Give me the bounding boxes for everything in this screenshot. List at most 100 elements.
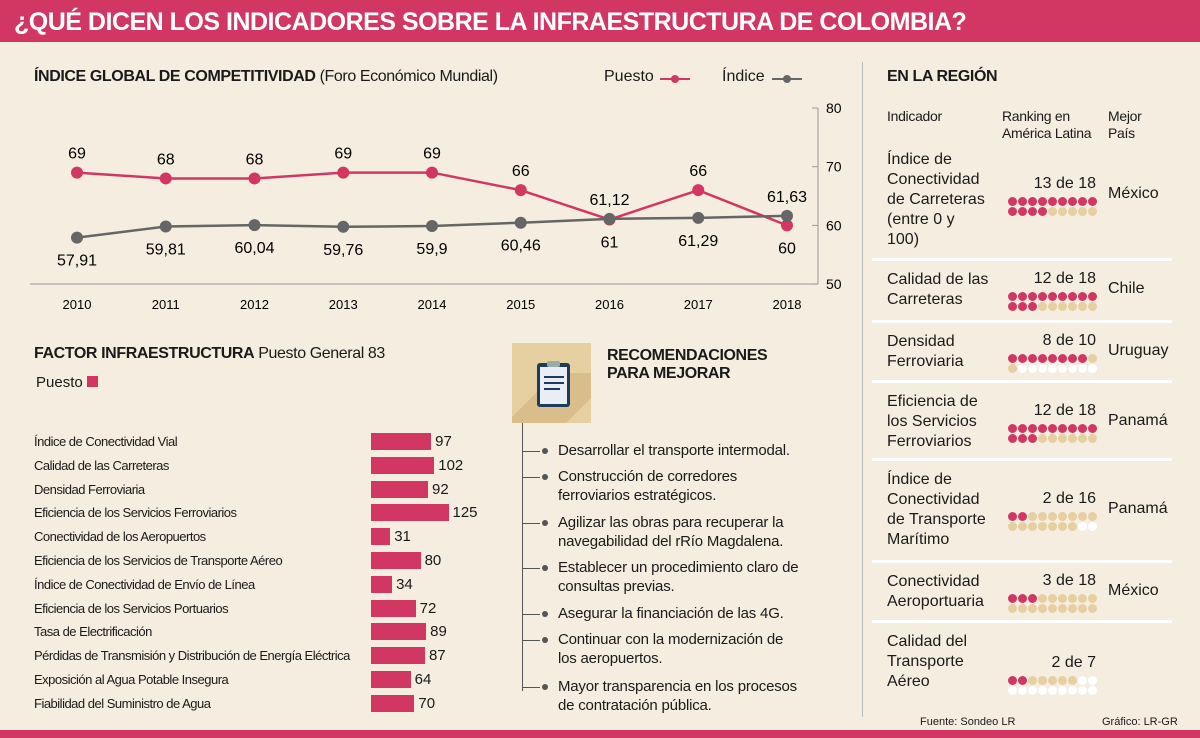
rank-dot bbox=[1018, 424, 1027, 433]
best-country: Chile bbox=[1108, 280, 1145, 297]
rec-line: Construcción de corredores bbox=[558, 468, 738, 485]
col-indicador: Indicador bbox=[887, 108, 942, 124]
bar bbox=[371, 623, 427, 641]
rank-dot bbox=[1068, 292, 1077, 301]
rank-dot bbox=[1048, 604, 1057, 613]
rank-dot bbox=[1068, 434, 1077, 443]
bar-label: Fiabilidad del Suministro de Agua bbox=[34, 695, 211, 711]
bar-value: 87 bbox=[428, 647, 446, 665]
rank-dot bbox=[1008, 676, 1017, 685]
rank-dot bbox=[1088, 364, 1097, 373]
x-tick-label: 2013 bbox=[329, 297, 358, 312]
bar-label: Eficiencia de los Servicios Portuarios bbox=[34, 600, 229, 616]
x-tick-label: 2011 bbox=[152, 297, 180, 312]
line-title: ÍNDICE GLOBAL DE COMPETITIVIDAD bbox=[34, 68, 316, 85]
rank-dot bbox=[1028, 434, 1037, 443]
bar-label: Conectividad de los Aeropuertos bbox=[34, 529, 206, 545]
indicator-line: Índice de bbox=[887, 151, 952, 168]
clipboard-icon bbox=[512, 343, 591, 423]
rank-dot bbox=[1028, 512, 1037, 521]
y-tick-label: 60 bbox=[826, 217, 842, 233]
bar bbox=[371, 647, 425, 665]
region-indicator: Índice de Conectividad de Carreteras (entre… bbox=[887, 150, 1002, 250]
bar-value: 70 bbox=[418, 694, 436, 712]
best-country: México bbox=[1108, 185, 1159, 202]
timeline-tick bbox=[522, 568, 540, 569]
data-point bbox=[426, 219, 438, 232]
data-point bbox=[514, 184, 527, 197]
rank-dot bbox=[1058, 292, 1067, 301]
recommendation-item: Continuar con la modernización de los aer… bbox=[558, 630, 858, 668]
region-rank: 2 de 7 bbox=[1051, 654, 1096, 671]
rank-dot bbox=[1038, 302, 1047, 311]
rank-dots bbox=[1008, 197, 1098, 216]
rank-dot bbox=[1078, 676, 1087, 685]
indicator-line: Índice de bbox=[887, 471, 952, 488]
rank-dot bbox=[1008, 424, 1017, 433]
divider bbox=[862, 62, 863, 717]
indicator-line: Calidad del bbox=[887, 633, 968, 650]
bar-value: 125 bbox=[452, 504, 478, 522]
rank-dot bbox=[1008, 354, 1017, 363]
data-point bbox=[71, 231, 83, 244]
data-point bbox=[514, 216, 527, 229]
y-tick-label: 50 bbox=[826, 276, 842, 292]
rank-dot bbox=[1048, 522, 1057, 531]
line-chart: 50 60 70 80 2010 2011 2012 2013 2014 2015 2016 2017… bbox=[30, 100, 842, 312]
row-separator bbox=[872, 458, 1172, 461]
indicator-line: Conectividad bbox=[887, 171, 980, 188]
indicator-line: Conectividad bbox=[887, 491, 980, 508]
data-point bbox=[248, 172, 261, 185]
rank-dot bbox=[1008, 197, 1017, 206]
rank-dots bbox=[1008, 424, 1098, 443]
indicator-line: Aeroportuaria bbox=[887, 593, 984, 610]
rank-dots bbox=[1008, 292, 1098, 311]
rank-dot bbox=[1018, 302, 1027, 311]
rank-dot bbox=[1048, 302, 1057, 311]
rank-dot bbox=[1058, 302, 1067, 311]
bullet-icon bbox=[542, 611, 548, 617]
rank-dot bbox=[1038, 354, 1047, 363]
x-tick-label: 2017 bbox=[684, 297, 713, 312]
best-country: Uruguay bbox=[1108, 342, 1169, 359]
x-tick-label: 2016 bbox=[595, 297, 624, 312]
rank-dot bbox=[1068, 207, 1077, 216]
rank-dot bbox=[1018, 354, 1027, 363]
rank-dot bbox=[1008, 686, 1017, 695]
rank-dot bbox=[1018, 292, 1027, 301]
legend-label: Puesto bbox=[604, 68, 654, 85]
rank-dot bbox=[1078, 686, 1087, 695]
rank-dot bbox=[1068, 302, 1077, 311]
rank-dot bbox=[1038, 512, 1047, 521]
rec-line: ferroviarios estratégicos. bbox=[558, 487, 717, 504]
rank-dots bbox=[1008, 354, 1098, 373]
data-label: 69 bbox=[423, 146, 441, 163]
indicator-line: Calidad de las bbox=[887, 271, 989, 288]
rank-dot bbox=[1038, 604, 1047, 613]
rank-dot bbox=[1028, 354, 1037, 363]
x-tick-label: 2018 bbox=[773, 297, 802, 312]
bar bbox=[371, 694, 415, 712]
data-point bbox=[781, 219, 793, 232]
rank-dot bbox=[1038, 522, 1047, 531]
rank-dots bbox=[1008, 676, 1098, 695]
credit: Gráfico: LR-GR bbox=[1102, 716, 1178, 728]
recs-title: RECOMENDACIONES PARA MEJORAR bbox=[607, 347, 768, 383]
recommendation-item: Construcción de corredores ferroviarios e… bbox=[558, 467, 858, 505]
rank-dot bbox=[1068, 522, 1077, 531]
bar-label: Índice de Conectividad de Envío de Línea bbox=[34, 576, 255, 592]
rank-dot bbox=[1068, 197, 1077, 206]
region-indicator: Calidad del Transporte Aéreo bbox=[887, 632, 1002, 692]
rec-line: Agilizar las obras para recuperar la bbox=[558, 514, 784, 531]
bar bbox=[371, 456, 435, 474]
rank-dot bbox=[1088, 354, 1097, 363]
data-label: 61,63 bbox=[767, 189, 807, 206]
bullet-icon bbox=[542, 474, 548, 480]
col-text: Mejor bbox=[1108, 108, 1142, 124]
rank-dot bbox=[1008, 292, 1017, 301]
rank-dot bbox=[1038, 292, 1047, 301]
region-rank: 3 de 18 bbox=[1042, 572, 1096, 589]
rec-line: Establecer un procedimiento claro de bbox=[558, 559, 799, 576]
data-point bbox=[71, 166, 83, 179]
bar bbox=[371, 528, 391, 546]
